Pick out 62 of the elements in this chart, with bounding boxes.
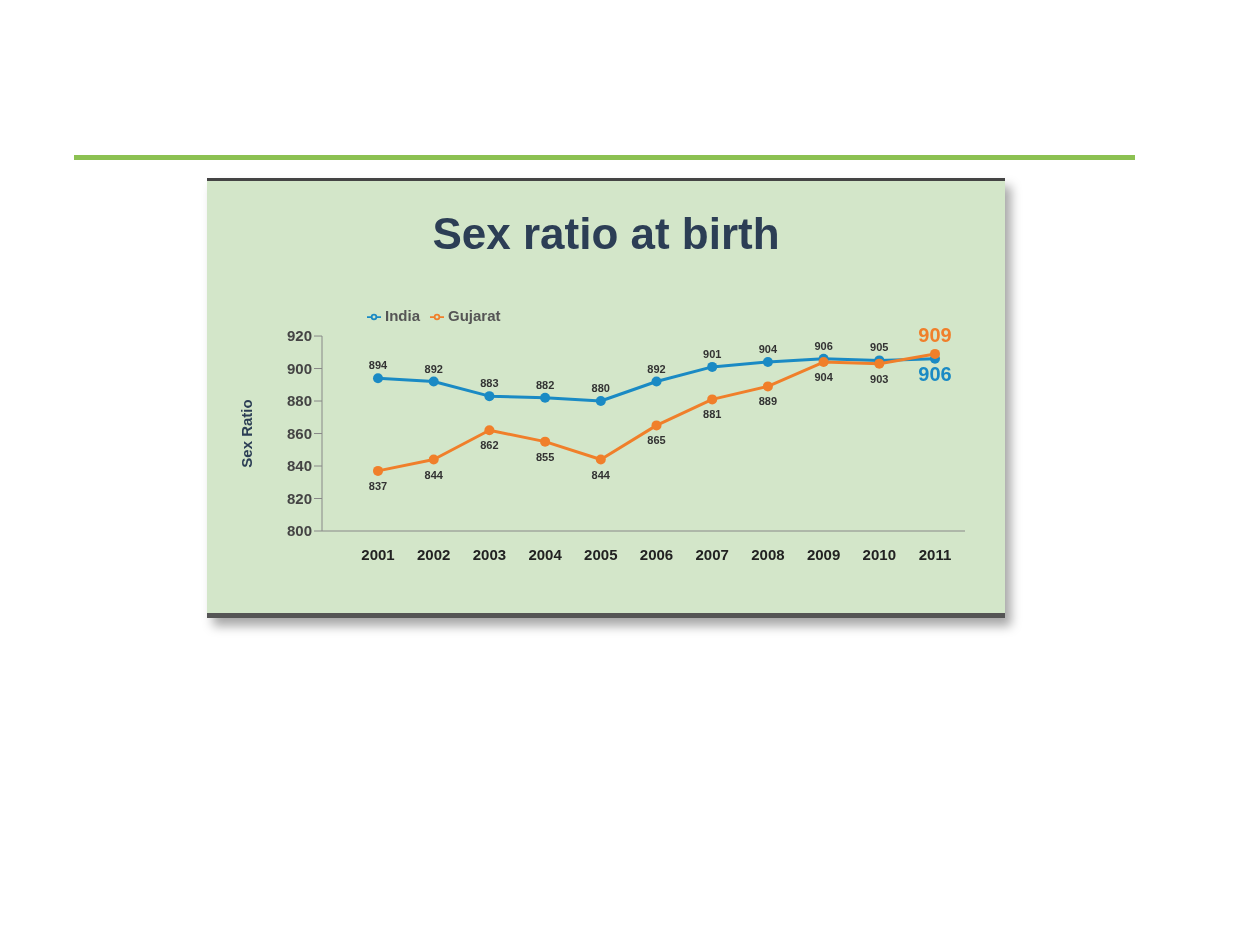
point [484,391,495,402]
point [707,361,718,372]
point [373,465,383,476]
x-tick-label: 2008 [751,545,785,563]
data-label: 906 [918,362,952,385]
data-label: 892 [647,362,666,375]
data-label: 905 [870,341,889,354]
data-label: 883 [480,377,499,390]
x-tick-label: 2009 [806,545,841,563]
point [762,381,773,392]
data-label: 865 [647,434,666,447]
chart-title: Sex ratio at birth [431,209,781,259]
point [484,425,495,436]
data-label: 844 [591,468,611,481]
x-tick-label: 2003 [472,545,507,563]
y-tick-label: 800 [286,522,312,540]
data-label: 904 [758,343,778,356]
point [707,394,718,405]
point [595,396,606,407]
point [818,357,829,368]
legend-label: Gujarat [448,307,501,324]
point [540,392,551,403]
x-tick-label: 2007 [695,545,729,563]
x-tick-label: 2011 [918,545,952,563]
point [428,454,439,465]
x-tick-label: 2006 [639,545,674,563]
x-tick-label: 2001 [361,545,395,563]
x-tick-label: 2002 [417,545,451,563]
data-label: 881 [703,408,722,421]
legend-label: India [385,307,421,324]
data-label: 894 [368,359,389,372]
x-tick-label: 2005 [584,545,618,563]
data-label: 901 [703,347,722,360]
y-tick-label: 920 [286,327,312,345]
point [595,454,606,465]
point [762,357,773,368]
data-label: 906 [814,339,833,352]
y-tick-label: 900 [286,359,312,377]
data-label: 837 [368,479,388,492]
data-label: 882 [535,378,555,391]
data-label: 889 [758,395,778,408]
data-label: 892 [424,362,443,375]
y-tick-label: 840 [286,457,312,475]
y-tick-label: 860 [286,424,312,442]
point [373,373,383,384]
y-tick-label: 820 [286,489,312,507]
x-tick-label: 2010 [862,545,896,563]
point [540,436,551,447]
point [651,420,662,431]
data-label: 903 [870,372,889,385]
point [428,376,439,387]
data-label: 855 [535,450,555,463]
data-label: 909 [918,323,952,346]
point [930,348,940,359]
data-label: 844 [424,468,444,481]
point [651,376,662,387]
x-tick-label: 2004 [528,545,563,563]
y-axis-title: Sex Ratio [238,399,256,468]
data-label: 904 [814,371,834,384]
data-label: 862 [480,439,499,452]
y-tick-label: 880 [286,392,312,410]
data-label: 880 [591,382,610,395]
